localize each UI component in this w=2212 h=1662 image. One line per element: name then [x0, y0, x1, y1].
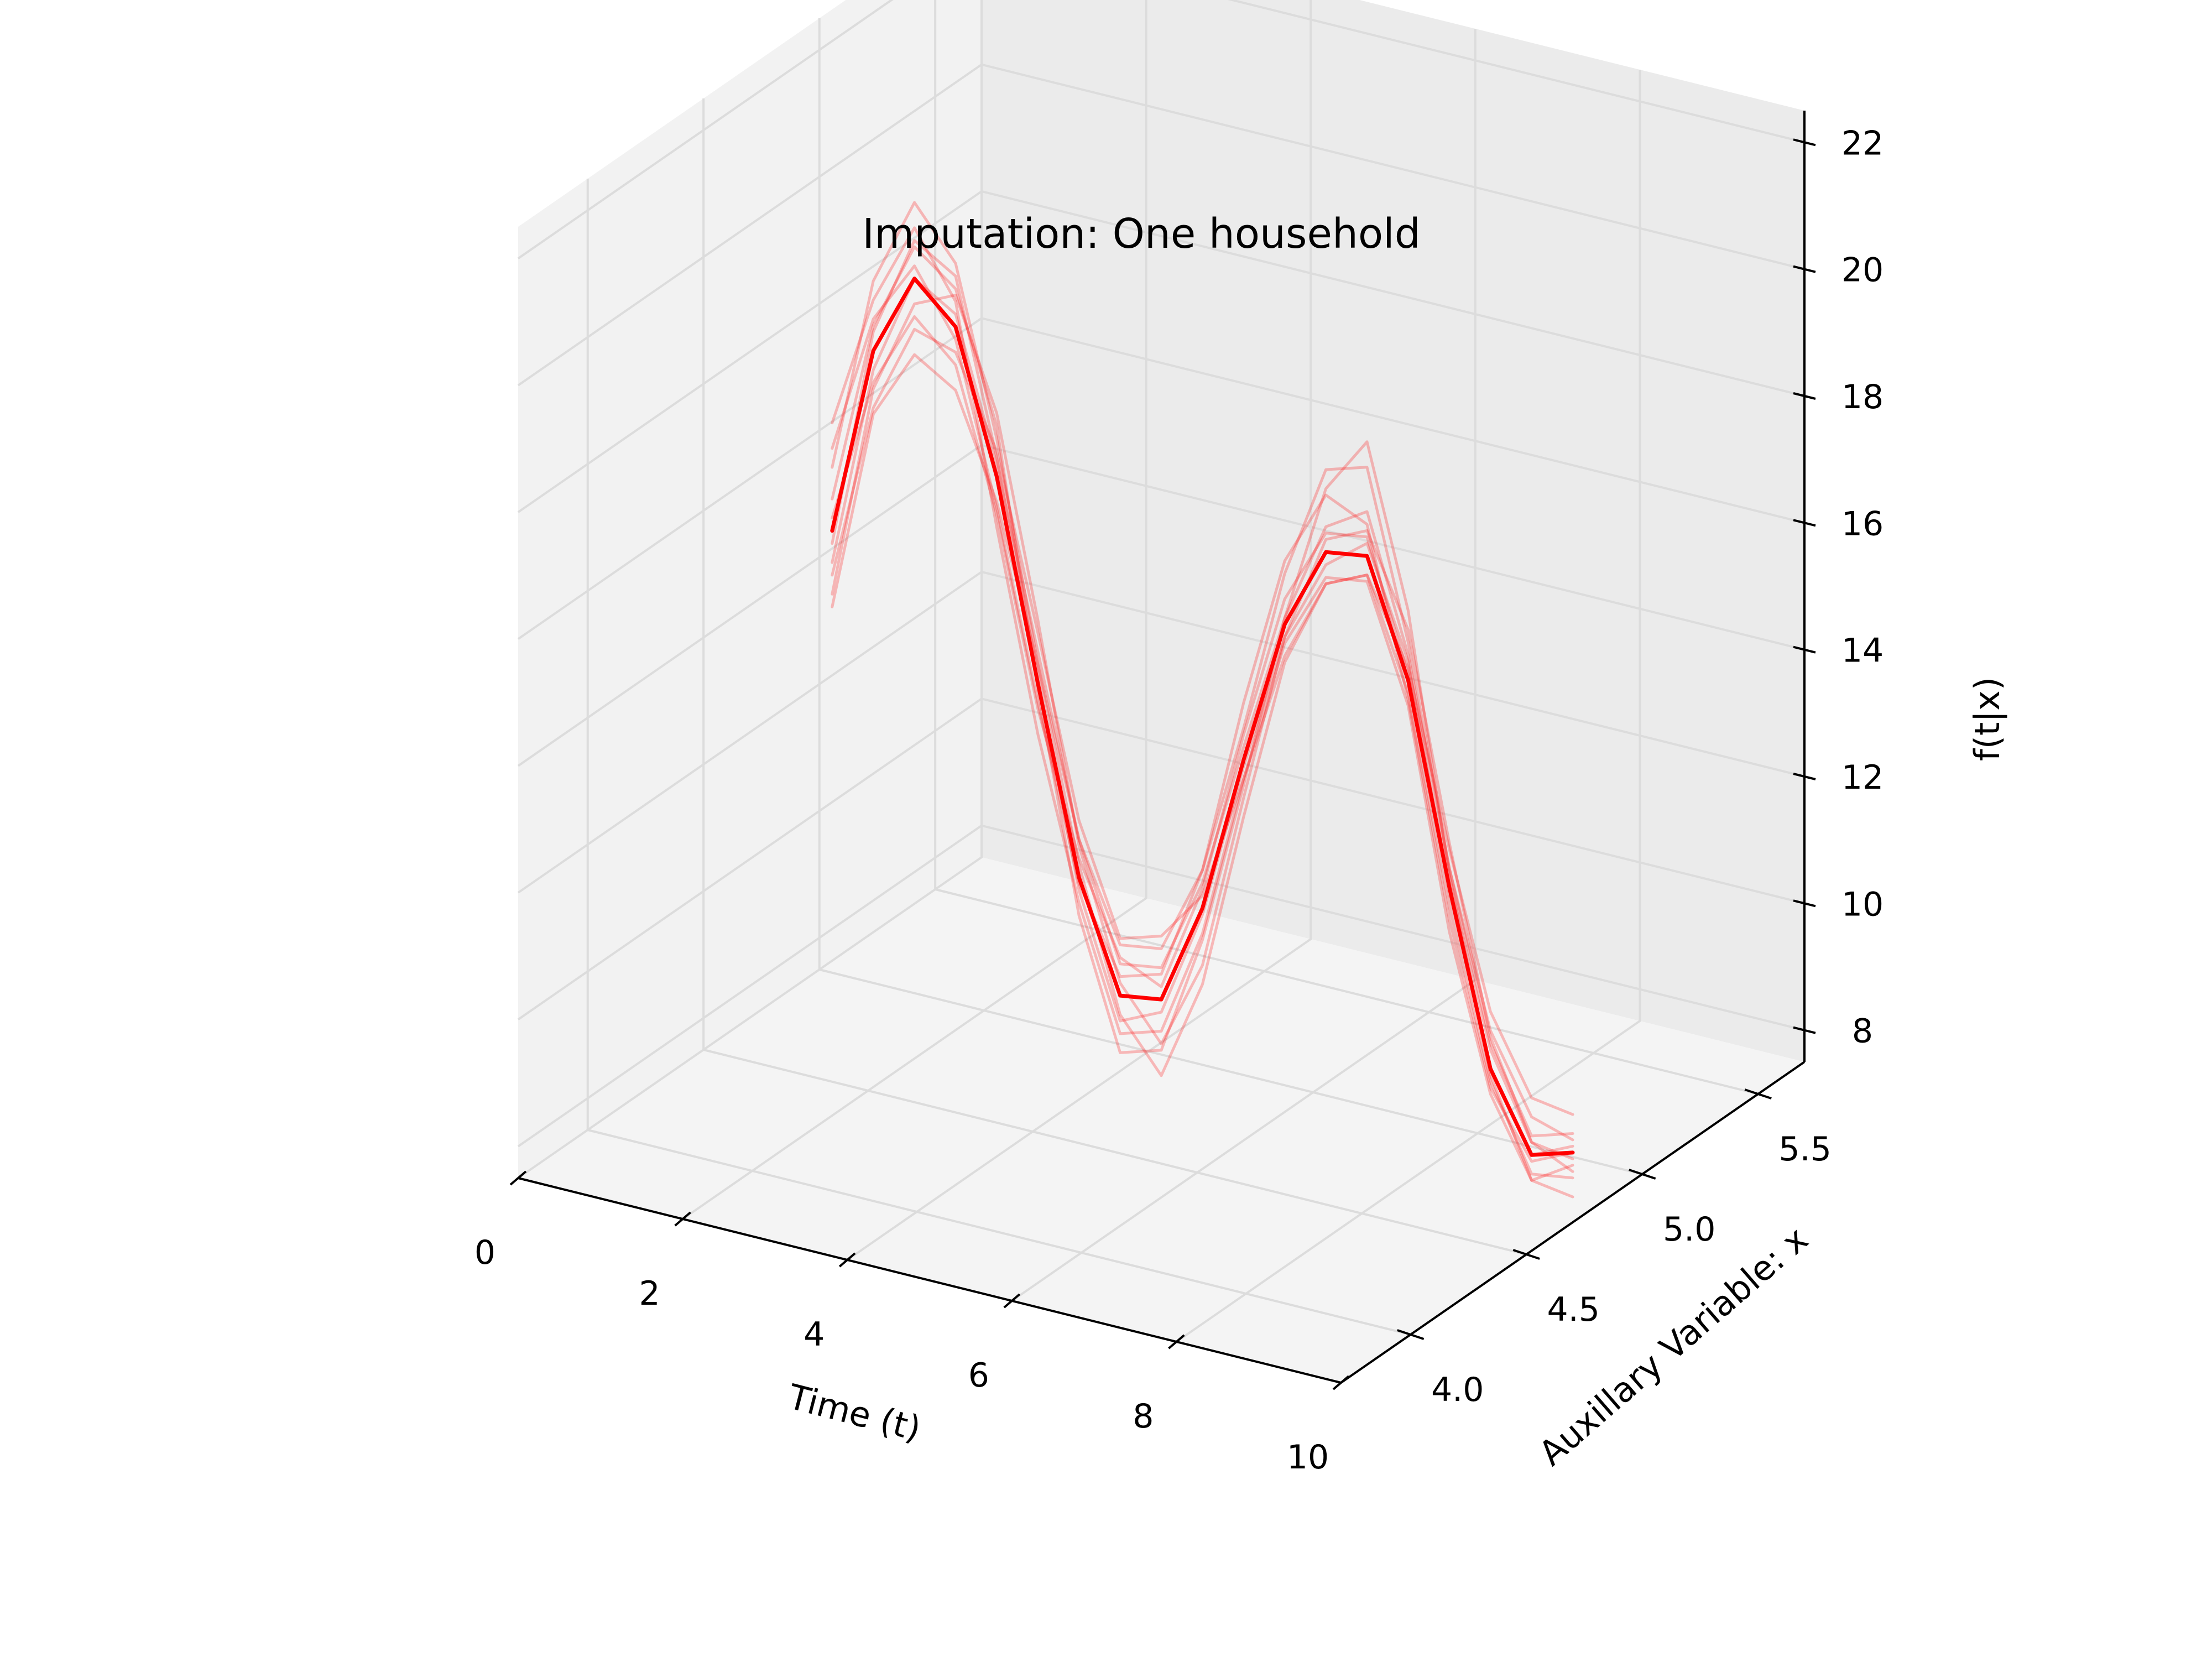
sample-series-line — [831, 327, 1574, 1116]
series-layer — [830, 201, 1575, 1199]
axis-panes — [518, 0, 1804, 1383]
x-axis-title: Time (t) — [784, 1376, 925, 1449]
pane-back — [982, 0, 1804, 1062]
gridline-y — [586, 179, 1411, 1336]
z-tick-label: 18 — [1841, 378, 1884, 416]
z-tick-label: 12 — [1841, 758, 1884, 797]
sample-series-line — [831, 294, 1574, 1173]
pane-left — [518, 0, 982, 1178]
y-tick — [1512, 1249, 1540, 1260]
y-tick-label: 5.5 — [1778, 1130, 1831, 1169]
z-tick — [1793, 1026, 1816, 1034]
z-tick — [1793, 265, 1816, 273]
y-tick — [1744, 1088, 1772, 1100]
x-tick-label: 2 — [639, 1274, 660, 1313]
z-tick — [1793, 392, 1816, 400]
gridline-z — [517, 63, 1805, 387]
gridline-z — [517, 570, 1805, 894]
y-tick — [1397, 1329, 1425, 1340]
x-tick-label: 8 — [1133, 1397, 1154, 1436]
z-tick-label: 22 — [1841, 124, 1884, 163]
z-tick — [1793, 138, 1816, 147]
sample-series-line — [831, 264, 1574, 1163]
gridline-x — [1176, 70, 1641, 1343]
y-tick-label: 4.0 — [1431, 1371, 1484, 1409]
x-tick-label: 10 — [1287, 1438, 1329, 1477]
y-tick-label: 4.5 — [1547, 1290, 1599, 1329]
z-tick-label: 16 — [1841, 504, 1884, 543]
sample-series-line — [831, 201, 1574, 1180]
y-tick — [1629, 1169, 1656, 1180]
chart-title: Imputation: One household — [862, 210, 1420, 258]
z-tick-label: 10 — [1841, 885, 1884, 924]
x-tick-label: 0 — [474, 1233, 495, 1272]
x-tick-label: 6 — [968, 1356, 989, 1395]
sample-series-line — [831, 353, 1574, 1142]
sample-series-line — [831, 226, 1574, 1182]
x-tick — [1003, 1293, 1021, 1309]
x-tick — [1332, 1375, 1350, 1390]
pane-floor — [518, 857, 1804, 1383]
z-tick-label: 20 — [1841, 251, 1884, 290]
z-tick — [1793, 899, 1816, 908]
x-axis-line — [518, 1177, 1342, 1384]
gridline-z — [517, 824, 1805, 1148]
z-tick-label: 14 — [1841, 632, 1884, 670]
z-axis-title: f(t|x) — [1967, 677, 2008, 761]
gridline-z — [517, 444, 1805, 767]
gridline-z — [517, 317, 1805, 640]
z-tick-label: 8 — [1852, 1012, 1873, 1051]
gridline-y — [934, 0, 1759, 1095]
gridline-y — [702, 98, 1527, 1255]
x-tick — [509, 1170, 527, 1186]
x-tick — [838, 1252, 856, 1268]
gridline-y — [818, 18, 1643, 1175]
gridline-x — [847, 0, 1312, 1261]
y-tick-label: 5.0 — [1663, 1210, 1715, 1249]
gridline-x — [517, 0, 983, 1179]
gridline-z — [517, 697, 1805, 1020]
tick-marks — [509, 138, 1816, 1390]
sample-series-line — [831, 245, 1574, 1199]
tick-labels: 0 2 4 6 8 10 4.0 4.5 5.0 5.5 8 10 12 14 16 18 20 22 — [474, 124, 1884, 1477]
x-tick — [1168, 1334, 1185, 1350]
y-axis-line — [1340, 1061, 1806, 1384]
gridline-z — [517, 0, 1805, 259]
y-axis-title: Auxillary Variable: x — [1531, 1218, 1816, 1473]
z-tick — [1793, 773, 1816, 780]
x-tick — [674, 1211, 691, 1227]
gridline-x — [1011, 29, 1477, 1302]
z-tick — [1793, 519, 1816, 527]
gridline-z — [517, 190, 1805, 513]
gridline-x — [682, 0, 1147, 1220]
sample-series-line — [831, 277, 1574, 1138]
x-tick-label: 4 — [804, 1315, 825, 1354]
z-tick — [1793, 645, 1816, 654]
mean-series-line — [830, 277, 1575, 1157]
